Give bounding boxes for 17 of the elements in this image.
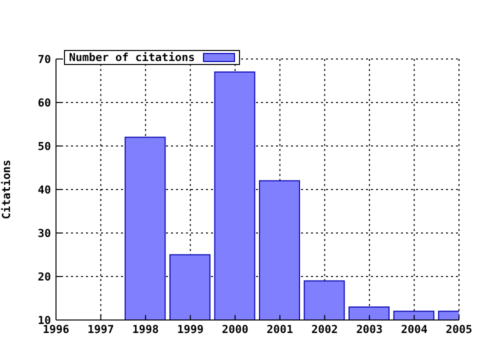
y-tick-label: 20: [38, 270, 51, 284]
x-tick-label: 2001: [266, 322, 294, 336]
y-tick-label: 40: [38, 183, 51, 196]
legend-label: Number of citations: [69, 51, 195, 64]
x-tick-label: 2000: [222, 322, 248, 336]
x-tick-label: 2004: [400, 322, 428, 336]
x-tick-label: 2002: [311, 322, 338, 336]
x-tick-label: 1997: [88, 322, 114, 336]
x-tick-label: 2005: [446, 322, 472, 336]
x-tick-label: 2003: [356, 322, 383, 336]
y-tick-label: 70: [38, 52, 51, 66]
y-axis-title: Citations: [0, 160, 13, 220]
y-tick-label: 60: [38, 96, 51, 110]
x-tick-label: 1998: [132, 322, 159, 336]
y-tick-label: 30: [38, 226, 51, 240]
y-tick-label: 50: [38, 140, 51, 153]
x-tick-label: 1999: [177, 322, 204, 336]
